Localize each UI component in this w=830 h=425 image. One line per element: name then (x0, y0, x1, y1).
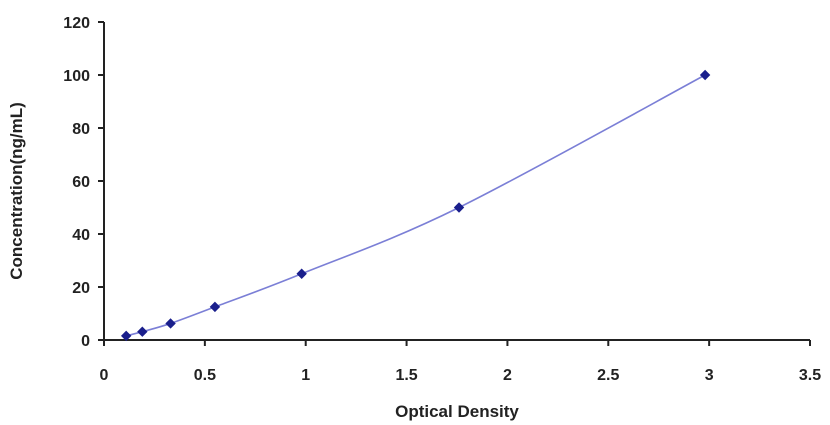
y-tick-label: 100 (63, 68, 90, 85)
x-tick-label: 0 (100, 367, 109, 384)
x-tick-label: 0.5 (194, 367, 216, 384)
data-point (165, 318, 176, 329)
data-point (699, 69, 711, 81)
fit-curve (125, 74, 706, 337)
y-tick-label: 0 (81, 333, 90, 350)
data-point (120, 330, 132, 342)
data-point (137, 326, 148, 337)
y-tick-label: 60 (72, 174, 90, 191)
axes (103, 22, 810, 341)
data-point (453, 202, 465, 213)
x-tick-label: 3.5 (799, 367, 821, 384)
axis-ticks: 0 0.5 1 1.5 2 2.5 3 3.5 0 20 40 60 80 100 120 (63, 15, 821, 384)
y-tick-label: 40 (72, 227, 90, 244)
series-layer (120, 69, 711, 342)
x-tick-label: 1 (301, 367, 310, 384)
x-tick-label: 3 (705, 367, 714, 384)
y-tick-label: 80 (72, 121, 90, 138)
x-tick-label: 2.5 (597, 367, 619, 384)
y-tick-label: 120 (63, 15, 90, 32)
x-axis-title: Optical Density (395, 402, 519, 421)
x-tick-label: 1.5 (395, 367, 417, 384)
y-axis-title: Concentration(ng/mL) (7, 102, 26, 280)
data-point (296, 268, 307, 279)
x-tick-label: 2 (503, 367, 512, 384)
y-tick-label: 20 (72, 280, 90, 297)
data-point (209, 301, 221, 313)
